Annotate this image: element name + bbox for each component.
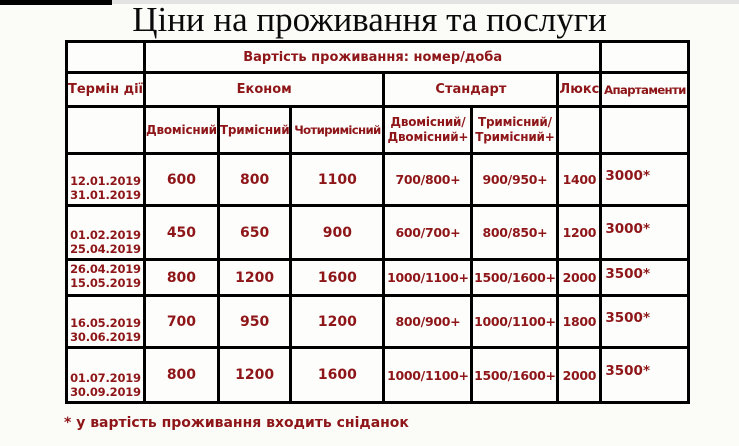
empty-cell xyxy=(65,105,146,155)
price-econom-triple: 650 xyxy=(216,204,293,261)
price-apartments: 3500* xyxy=(599,258,691,297)
price-table: Вартість проживання: номер/доба Термін д… xyxy=(65,40,691,404)
page-title: Ціни на проживання та послуги xyxy=(132,0,607,39)
price-econom-double: 800 xyxy=(143,346,220,404)
price-econom-quad: 1600 xyxy=(289,258,386,297)
price-lux: 2000 xyxy=(556,346,603,404)
price-econom-triple: 1200 xyxy=(216,346,293,404)
empty-cell xyxy=(65,40,146,74)
period-cell: 01.07.2019 30.09.2019 xyxy=(65,346,146,404)
price-lux: 1400 xyxy=(556,152,603,207)
price-apartments: 3500* xyxy=(599,346,691,404)
table-caption: Вартість проживання: номер/доба xyxy=(142,40,603,74)
period-cell: 16.05.2019 30.06.2019 xyxy=(65,294,146,349)
price-standard-double: 1000/1100+ xyxy=(382,258,474,297)
price-standard-triple: 900/950+ xyxy=(470,152,560,207)
subheader-econom-quad: Чотиримісний xyxy=(289,105,386,155)
price-apartments: 3500* xyxy=(599,294,691,349)
table-row: 12.01.2019 31.01.2019 600 800 1100 700/8… xyxy=(65,152,691,207)
price-econom-double: 600 xyxy=(143,152,220,207)
price-apartments: 3000* xyxy=(599,204,691,261)
subheader-econom-double: Двомісний xyxy=(143,105,220,155)
group-header-apartments: Апартаменти xyxy=(599,71,691,108)
caption-row: Вартість проживання: номер/доба xyxy=(65,40,691,74)
table-row: 16.05.2019 30.06.2019 700 950 1200 800/9… xyxy=(65,294,691,349)
empty-cell xyxy=(599,105,691,155)
term-header: Термін дії xyxy=(65,71,146,108)
subheader-econom-triple: Тримісний xyxy=(216,105,293,155)
price-econom-triple: 800 xyxy=(216,152,293,207)
price-standard-triple: 1500/1600+ xyxy=(470,258,560,297)
price-standard-triple: 1000/1100+ xyxy=(470,294,560,349)
period-cell: 12.01.2019 31.01.2019 xyxy=(65,152,146,207)
table-row: 01.07.2019 30.09.2019 800 1200 1600 1000… xyxy=(65,346,691,404)
group-header-row: Термін дії Економ Стандарт Люкс Апартаме… xyxy=(65,71,691,108)
period-cell: 01.02.2019 25.04.2019 xyxy=(65,204,146,261)
price-standard-double: 700/800+ xyxy=(382,152,474,207)
price-standard-double: 800/900+ xyxy=(382,294,474,349)
group-header-lux: Люкс xyxy=(556,71,603,108)
price-econom-quad: 1200 xyxy=(289,294,386,349)
table-row: 26.04.2019 15.05.2019 800 1200 1600 1000… xyxy=(65,258,691,297)
price-econom-double: 700 xyxy=(143,294,220,349)
subheader-standard-double: Двомісний/ Двомісний+ xyxy=(382,105,474,155)
top-left-black-bar xyxy=(0,0,112,5)
table-row: 01.02.2019 25.04.2019 450 650 900 600/70… xyxy=(65,204,691,261)
price-lux: 2000 xyxy=(556,258,603,297)
price-standard-double: 600/700+ xyxy=(382,204,474,261)
price-econom-double: 800 xyxy=(143,258,220,297)
price-econom-double: 450 xyxy=(143,204,220,261)
price-econom-quad: 1100 xyxy=(289,152,386,207)
price-standard-double: 1000/1100+ xyxy=(382,346,474,404)
price-standard-triple: 800/850+ xyxy=(470,204,560,261)
empty-cell xyxy=(599,40,691,74)
group-header-standard: Стандарт xyxy=(382,71,560,108)
breakfast-footnote: * у вартість проживання входить сніданок xyxy=(64,415,409,431)
price-apartments: 3000* xyxy=(599,152,691,207)
price-econom-triple: 1200 xyxy=(216,258,293,297)
price-econom-quad: 900 xyxy=(289,204,386,261)
subheader-standard-triple: Тримісний/ Тримісний+ xyxy=(470,105,560,155)
price-lux: 1800 xyxy=(556,294,603,349)
price-standard-triple: 1500/1600+ xyxy=(470,346,560,404)
price-lux: 1200 xyxy=(556,204,603,261)
price-econom-triple: 950 xyxy=(216,294,293,349)
empty-cell xyxy=(556,105,603,155)
subheader-row: Двомісний Тримісний Чотиримісний Двомісн… xyxy=(65,105,691,155)
group-header-econom: Економ xyxy=(142,71,386,108)
top-edge-strip xyxy=(0,0,739,4)
period-cell: 26.04.2019 15.05.2019 xyxy=(65,258,146,297)
price-econom-quad: 1600 xyxy=(289,346,386,404)
